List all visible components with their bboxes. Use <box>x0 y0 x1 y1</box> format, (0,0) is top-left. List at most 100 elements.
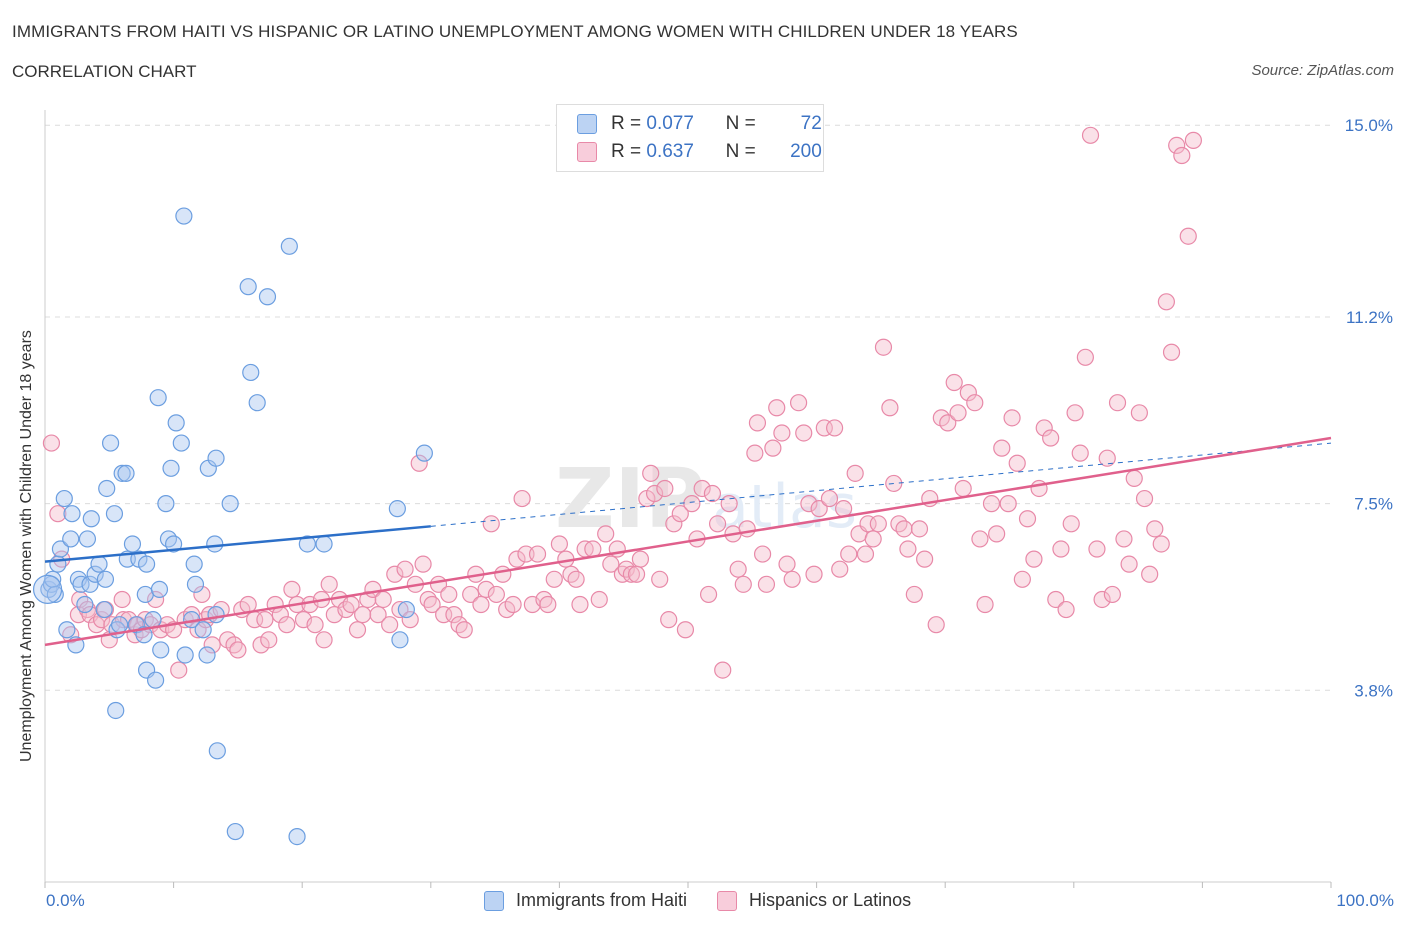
hispanic-point-197 <box>1071 444 1089 462</box>
hispanic-point-209 <box>1135 489 1154 508</box>
hispanic-point-85 <box>487 585 505 604</box>
series-hispanics-points <box>42 126 1202 679</box>
haiti-point-42 <box>157 495 175 513</box>
haiti-point-15 <box>81 575 99 593</box>
legend-swatch-hispanic <box>717 890 738 911</box>
hispanic-point-159 <box>869 515 887 533</box>
hispanic-point-191 <box>1042 429 1060 447</box>
haiti-point-4 <box>49 555 67 573</box>
haiti-point-23 <box>105 505 124 523</box>
haiti-point-22 <box>101 434 120 452</box>
haiti-point-59 <box>207 606 225 624</box>
haiti-point-51 <box>185 555 203 573</box>
hispanic-point-82 <box>472 595 490 614</box>
hispanic-point-79 <box>455 621 473 639</box>
hispanic-point-182 <box>993 439 1011 457</box>
hispanic-point-194 <box>1057 600 1075 619</box>
hispanic-point-76 <box>440 585 458 604</box>
hispanic-point-163 <box>890 515 908 533</box>
hispanic-point-185 <box>1008 454 1026 472</box>
hispanic-point-158 <box>864 530 882 548</box>
hispanic-point-193 <box>1052 540 1070 558</box>
legend-item-haiti: Immigrants from Haiti <box>484 890 687 911</box>
hispanic-point-89 <box>508 550 526 568</box>
hispanic-point-135 <box>748 414 767 432</box>
haiti-point-71 <box>391 631 409 649</box>
legend-r-value: 0.077 <box>646 113 694 134</box>
haiti-point-67 <box>288 827 306 846</box>
haiti-point-3 <box>46 585 64 604</box>
hispanic-point-208 <box>1130 404 1148 422</box>
haiti-point-24 <box>107 701 125 720</box>
hispanic-point-172 <box>939 414 957 432</box>
haiti-point-69 <box>315 535 333 553</box>
hispanic-point-112 <box>631 550 650 568</box>
hispanic-point-202 <box>1098 449 1116 467</box>
legend-label-haiti: Immigrants from Haiti <box>516 890 688 910</box>
hispanic-point-129 <box>720 495 738 513</box>
hispanic-point-153 <box>840 545 858 563</box>
haiti-point-16 <box>82 510 100 528</box>
chart-title: IMMIGRANTS FROM HAITI VS HISPANIC OR LAT… <box>12 22 1018 41</box>
hispanic-point-124 <box>693 479 711 498</box>
hispanic-point-66 <box>391 600 409 619</box>
y-tick-label-3: 15.0% <box>1345 116 1393 135</box>
hispanic-point-128 <box>714 661 732 679</box>
legend-swatch-pink <box>577 142 597 162</box>
hispanic-point-178 <box>971 530 989 548</box>
hispanic-point-65 <box>386 565 404 583</box>
hispanic-point-1 <box>49 505 67 523</box>
hispanic-point-161 <box>881 399 899 417</box>
hispanic-point-174 <box>949 404 967 422</box>
hispanic-point-116 <box>651 570 669 588</box>
hispanic-point-149 <box>820 489 839 508</box>
hispanic-point-78 <box>450 616 468 634</box>
series-haiti-points <box>32 207 433 846</box>
hispanic-point-216 <box>1173 146 1191 165</box>
haiti-point-28 <box>117 464 135 482</box>
hispanic-point-59 <box>354 606 372 624</box>
hispanic-point-211 <box>1146 520 1164 538</box>
haiti-point-72 <box>397 600 415 619</box>
haiti-point-30 <box>123 535 142 553</box>
hispanic-point-140 <box>773 424 791 442</box>
hispanic-point-167 <box>910 520 929 538</box>
y-tick-label-0: 3.8% <box>1354 681 1393 700</box>
hispanic-point-62 <box>369 606 387 624</box>
legend-r-value: 0.637 <box>646 141 694 162</box>
haiti-point-17 <box>86 565 104 583</box>
watermark-zip: ZIP <box>555 452 705 547</box>
hispanic-point-110 <box>622 565 641 583</box>
hispanic-point-99 <box>562 565 580 583</box>
haiti-point-8 <box>62 530 80 548</box>
legend-swatch-haiti <box>484 890 504 911</box>
haiti-point-45 <box>165 535 183 553</box>
series-legend: Immigrants from Haiti Hispanics or Latin… <box>484 890 941 911</box>
hispanic-point-45 <box>278 616 296 634</box>
hispanic-point-132 <box>734 575 752 593</box>
legend-n-value: 200 <box>790 141 822 162</box>
haiti-point-58 <box>208 742 226 760</box>
axes <box>44 110 1332 888</box>
haiti-point-41 <box>152 641 170 659</box>
haiti-point-7 <box>58 621 76 639</box>
haiti-point-37 <box>144 611 162 629</box>
hispanic-point-138 <box>764 439 782 457</box>
hispanic-point-156 <box>856 545 875 563</box>
x-tick-left: 0.0% <box>46 891 85 910</box>
hispanic-point-53 <box>320 575 338 593</box>
hispanic-point-42 <box>260 631 278 649</box>
haiti-point-39 <box>149 389 167 407</box>
hispanic-point-106 <box>602 555 620 573</box>
legend-r-label: R = <box>611 113 642 134</box>
hispanic-point-165 <box>899 540 917 558</box>
haiti-point-73 <box>415 444 433 462</box>
hispanic-point-32 <box>203 636 221 654</box>
hispanic-point-0 <box>42 434 61 452</box>
hispanic-point-160 <box>874 338 893 356</box>
hispanic-point-137 <box>757 575 776 593</box>
correlation-legend: R = 0.077 N = 72 R = 0.637 N = 200 <box>556 104 824 172</box>
hispanic-point-210 <box>1141 565 1159 583</box>
haiti-point-26 <box>110 616 129 634</box>
hispanic-point-52 <box>315 631 333 649</box>
